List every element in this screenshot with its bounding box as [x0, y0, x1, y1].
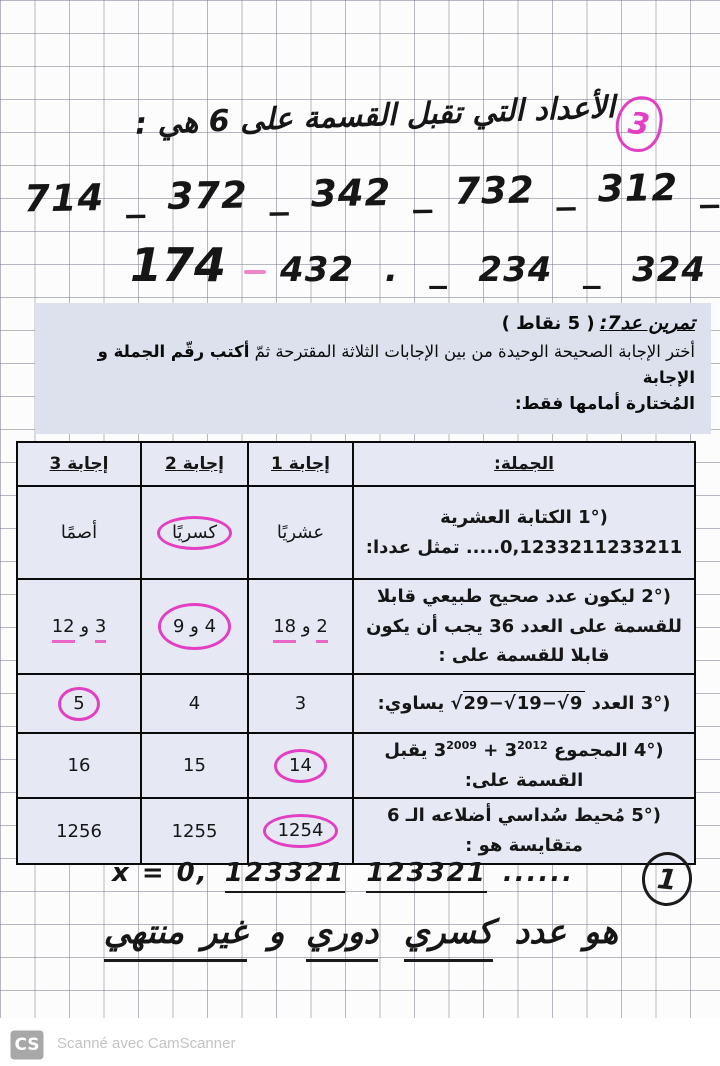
underlined-word: غير منتهي	[103, 912, 248, 962]
question-3: 3°) العدد √29−√19−√9 يساوي:	[352, 673, 696, 735]
q2-answer3-underlined: 3 و 12	[16, 577, 142, 676]
question-5: 5°) مُحيط سُداسي أضلاعه الـ 6 متقايسة هو…	[352, 797, 696, 865]
q5-answer1-circled: 1254	[247, 797, 354, 865]
question-4-suffix: يقبل القسمة على:	[384, 740, 584, 791]
question-2-number: 2°)	[641, 586, 671, 607]
question-4-text: المجموع	[554, 740, 628, 762]
pink-dash-mark	[244, 269, 267, 274]
q1-answer3: أصمًا	[16, 485, 142, 580]
pink-circle-mark: 4 و 9	[157, 603, 232, 651]
pink-circle-mark: 5	[58, 686, 100, 721]
question-1-text: الكتابة العشرية 0,1233211233211..... تمث…	[365, 506, 683, 558]
table-row: 2°) ليكون عدد صحيح طبيعي قابلا للقسمة عل…	[16, 577, 696, 676]
pink-underline-mark: 3	[94, 616, 107, 644]
waw-separator: و	[301, 616, 311, 638]
camscanner-footer: CS Scanné avec CamScanner	[0, 1018, 720, 1066]
q3-answer2: 4	[140, 673, 249, 735]
question-3-text: العدد	[591, 692, 635, 714]
header-sentence: الجملة:	[352, 441, 696, 487]
pink-underline-mark: 18	[273, 616, 297, 644]
q2-answer2-circled: 4 و 9	[140, 577, 249, 676]
exercise-instruction-line1: أختر الإجابة الصحيحة الوحيدة من بين الإج…	[45, 339, 695, 392]
header-answer1: إجابة 1	[247, 441, 354, 487]
waw-separator: و	[80, 616, 90, 638]
q1-answer2-circled: كسريًا	[140, 485, 249, 580]
question-3-suffix: يساوي:	[377, 692, 445, 714]
question-2-text: ليكون عدد صحيح طبيعي قابلا للقسمة على ال…	[366, 586, 682, 667]
q4-answer2: 15	[140, 732, 249, 800]
repeating-group-1: 123321	[224, 858, 346, 893]
underlined-word: كسري	[403, 912, 494, 962]
nested-radical-formula: √29−√19−√9	[451, 690, 586, 714]
table-row: 5°) مُحيط سُداسي أضلاعه الـ 6 متقايسة هو…	[16, 797, 696, 865]
question-4: 4°) المجموع 32009 + 32012 يقبل القسمة عل…	[352, 732, 696, 800]
conclusion-word: و	[268, 912, 285, 951]
instruction-normal: أختر الإجابة الصحيحة الوحيدة من بين الإج…	[254, 342, 695, 361]
question-3-number: 3°)	[640, 692, 671, 714]
question-5-text: مُحيط سُداسي أضلاعه الـ 6 متقايسة هو :	[386, 805, 625, 857]
exercise-title: تمرين عد7:	[599, 312, 695, 334]
q4-answer3: 16	[16, 732, 142, 800]
exercise-heading: تمرين عد7: ( 5 نقاط )	[45, 312, 695, 334]
mcq-table: الجملة: إجابة 1 إجابة 2 إجابة 3 1°) الكت…	[16, 441, 696, 865]
pink-underline-mark: 2	[316, 616, 328, 644]
handwritten-equation: x = 0, 123321 123321 ......	[112, 858, 575, 893]
ellipsis-dots: ......	[502, 858, 575, 888]
question-4-number: 4°)	[633, 740, 664, 762]
camscanner-footer-text: Scanné avec CamScanner	[57, 1035, 236, 1052]
exercise-instruction-line2: المُختارة أمامها فقط:	[514, 393, 695, 414]
question-5-number: 5°)	[631, 805, 662, 827]
q5-answer3: 1256	[16, 797, 142, 865]
pink-underline-mark: 12	[51, 616, 75, 644]
handwritten-numbers-row2-rest: 432 . _ 234 _ 324	[280, 250, 707, 290]
q2-answer1-underlined: 2 و 18	[247, 577, 354, 676]
table-header-row: الجملة: إجابة 1 إجابة 2 إجابة 3	[16, 441, 696, 487]
conclusion-word: هو عدد	[514, 912, 619, 951]
header-answer2: إجابة 2	[140, 441, 249, 487]
header-answer3: إجابة 3	[16, 441, 142, 487]
instruction-bold: أكتب رقّم الجملة و الإجابة	[97, 342, 695, 388]
equation-prefix: x = 0,	[112, 858, 209, 888]
exercise-statement-box: تمرين عد7: ( 5 نقاط ) أختر الإجابة الصحي…	[35, 303, 711, 434]
question-1: 1°) الكتابة العشرية 0,1233211233211.....…	[352, 485, 696, 580]
handwritten-numbers-row2: 174 432 . _ 234 _ 324	[130, 238, 706, 292]
q3-answer1: 3	[247, 673, 354, 735]
table-row: 1°) الكتابة العشرية 0,1233211233211.....…	[16, 485, 696, 580]
underlined-word: دوري	[305, 912, 379, 962]
question-1-number: 1°)	[578, 506, 608, 528]
handwritten-number-174: 174	[130, 238, 227, 292]
handwritten-conclusion: هو عدد كسري دوري و غير منتهي	[85, 912, 633, 962]
exercise-points: ( 5 نقاط )	[501, 313, 595, 334]
q3-answer3-circled: 5	[16, 673, 142, 735]
pink-circle-mark: 14	[274, 748, 327, 783]
table-row: 3°) العدد √29−√19−√9 يساوي: 3 4 5	[16, 673, 696, 735]
powers-sum-formula: 32009 + 32012	[433, 739, 548, 762]
repeating-group-2: 123321	[366, 858, 487, 893]
q5-answer2: 1255	[140, 797, 249, 865]
camscanner-logo-icon: CS	[8, 1028, 46, 1062]
question-2: 2°) ليكون عدد صحيح طبيعي قابلا للقسمة عل…	[352, 577, 696, 676]
q4-answer1-circled: 14	[247, 732, 354, 800]
q1-answer1: عشريًا	[247, 485, 354, 580]
pink-circle-mark: كسريًا	[156, 515, 233, 550]
table-row: 4°) المجموع 32009 + 32012 يقبل القسمة عل…	[16, 732, 696, 800]
pink-circle-mark: 1254	[262, 814, 339, 849]
